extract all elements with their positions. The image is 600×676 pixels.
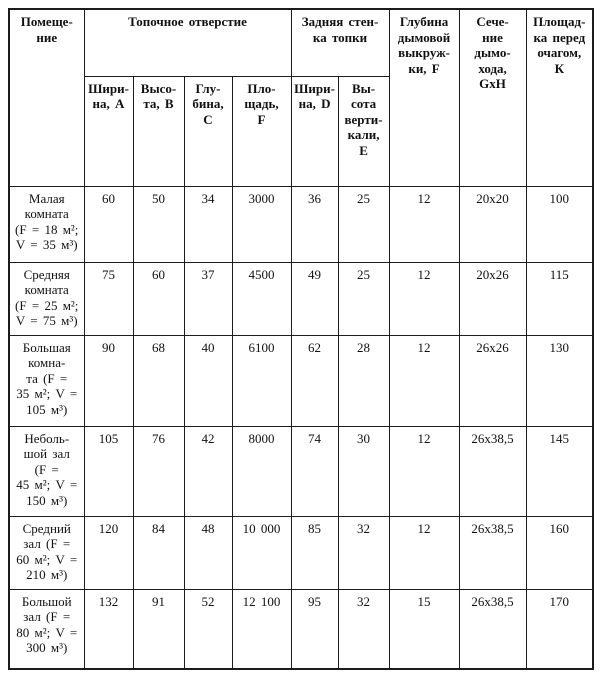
cell-width-a: 120 [83, 515, 134, 590]
header-smoke-cove-depth: Глубина дымовой выкруж- ки, F [388, 8, 460, 187]
header-vertical-height-e: Вы- сота верти- кали, Е [337, 75, 390, 187]
cell-height-b: 50 [132, 185, 185, 263]
cell-width-d: 62 [290, 334, 339, 427]
cell-area-f: 3000 [231, 185, 292, 263]
cell-area-f: 8000 [231, 425, 292, 517]
cell-chimney-section: 26х38,5 [458, 588, 527, 670]
cell-hearth-area: 160 [525, 515, 594, 590]
cell-depth-c: 34 [183, 185, 233, 263]
header-depth-c: Глу- бина, С [183, 75, 233, 187]
header-hearth-area: Площад- ка перед очагом, К [525, 8, 594, 187]
cell-room-name: Средний зал (F = 60 м²; V = 210 м³) [8, 515, 85, 590]
cell-chimney-section: 26х38,5 [458, 515, 527, 590]
cell-vertical-height-e: 25 [337, 185, 390, 263]
cell-depth-c: 37 [183, 261, 233, 336]
header-chimney-section: Сече- ние дымо- хода, GхH [458, 8, 527, 187]
cell-smoke-cove-depth: 12 [388, 185, 460, 263]
cell-chimney-section: 26х26 [458, 334, 527, 427]
cell-width-d: 36 [290, 185, 339, 263]
cell-area-f: 6100 [231, 334, 292, 427]
header-area-f: Пло- щадь, F [231, 75, 292, 187]
table-row: Малая комната (F = 18 м²; V = 35 м³) 60 … [8, 185, 594, 263]
cell-height-b: 76 [132, 425, 185, 517]
cell-width-a: 75 [83, 261, 134, 336]
cell-hearth-area: 100 [525, 185, 594, 263]
cell-height-b: 68 [132, 334, 185, 427]
cell-width-d: 85 [290, 515, 339, 590]
cell-vertical-height-e: 30 [337, 425, 390, 517]
cell-smoke-cove-depth: 12 [388, 261, 460, 336]
cell-smoke-cove-depth: 12 [388, 515, 460, 590]
cell-width-d: 49 [290, 261, 339, 336]
cell-hearth-area: 115 [525, 261, 594, 336]
cell-width-a: 132 [83, 588, 134, 670]
cell-width-a: 90 [83, 334, 134, 427]
cell-area-f: 12 100 [231, 588, 292, 670]
cell-area-f: 10 000 [231, 515, 292, 590]
cell-chimney-section: 20х20 [458, 185, 527, 263]
header-width-a: Шири- на, А [83, 75, 134, 187]
header-row-groups: Помеще- ние Топочное отверстие Задняя ст… [8, 8, 594, 187]
header-height-b: Высо- та, В [132, 75, 185, 187]
table-row: Большая комна- та (F = 35 м²; V = 105 м³… [8, 334, 594, 427]
cell-vertical-height-e: 32 [337, 515, 390, 590]
cell-width-a: 105 [83, 425, 134, 517]
cell-room-name: Неболь- шой зал (F = 45 м²; V = 150 м³) [8, 425, 85, 517]
cell-hearth-area: 145 [525, 425, 594, 517]
cell-hearth-area: 170 [525, 588, 594, 670]
cell-chimney-section: 26х38,5 [458, 425, 527, 517]
table-row: Средний зал (F = 60 м²; V = 210 м³) 120 … [8, 515, 594, 590]
table-row: Неболь- шой зал (F = 45 м²; V = 150 м³) … [8, 425, 594, 517]
cell-room-name: Большая комна- та (F = 35 м²; V = 105 м³… [8, 334, 85, 427]
cell-depth-c: 40 [183, 334, 233, 427]
fireplace-dimensions-table: Помеще- ние Топочное отверстие Задняя ст… [8, 8, 595, 670]
cell-area-f: 4500 [231, 261, 292, 336]
cell-height-b: 60 [132, 261, 185, 336]
header-row-subcolumns: Шири- на, А Высо- та, В Глу- бина, С Пло… [9, 75, 593, 187]
cell-height-b: 84 [132, 515, 185, 590]
cell-vertical-height-e: 25 [337, 261, 390, 336]
table-row: Большой зал (F = 80 м²; V = 300 м³) 132 … [8, 588, 594, 670]
cell-width-d: 74 [290, 425, 339, 517]
cell-height-b: 91 [132, 588, 185, 670]
cell-depth-c: 42 [183, 425, 233, 517]
cell-width-a: 60 [83, 185, 134, 263]
cell-room-name: Малая комната (F = 18 м²; V = 35 м³) [8, 185, 85, 263]
cell-depth-c: 48 [183, 515, 233, 590]
header-width-d: Шири- на, D [290, 75, 339, 187]
cell-depth-c: 52 [183, 588, 233, 670]
header-back-wall-group: Задняя стен- ка топки [290, 8, 390, 77]
table-row: Средняя комната (F = 25 м²; V = 75 м³) 7… [8, 261, 594, 336]
cell-hearth-area: 130 [525, 334, 594, 427]
cell-smoke-cove-depth: 12 [388, 334, 460, 427]
cell-smoke-cove-depth: 12 [388, 425, 460, 517]
header-room: Помеще- ние [8, 8, 85, 187]
cell-vertical-height-e: 28 [337, 334, 390, 427]
cell-room-name: Средняя комната (F = 25 м²; V = 75 м³) [8, 261, 85, 336]
cell-chimney-section: 20х26 [458, 261, 527, 336]
cell-width-d: 95 [290, 588, 339, 670]
cell-vertical-height-e: 32 [337, 588, 390, 670]
header-firebox-opening-group: Топочное отверстие [83, 8, 292, 77]
cell-smoke-cove-depth: 15 [388, 588, 460, 670]
cell-room-name: Большой зал (F = 80 м²; V = 300 м³) [8, 588, 85, 670]
